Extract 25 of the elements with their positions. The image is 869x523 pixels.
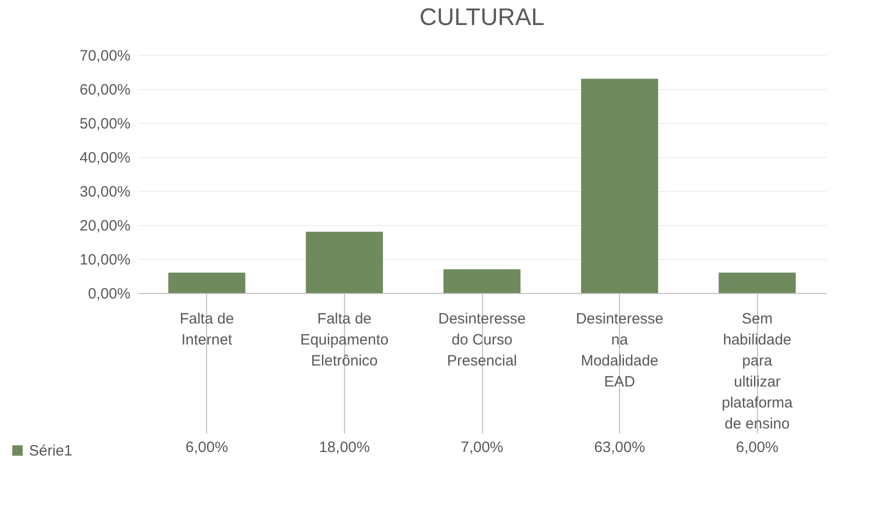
data-label: 6,00% xyxy=(736,439,778,456)
y-tick-label: 0,00% xyxy=(88,286,130,302)
x-tick-label: Desinteresse na Modalidade EAD xyxy=(576,310,664,390)
x-tick-label: Falta de Equipamento Eletrônico xyxy=(300,310,389,370)
data-label: 7,00% xyxy=(460,439,504,456)
data-label: 18,00% xyxy=(318,439,370,456)
data-label: 63,00% xyxy=(594,439,646,456)
y-tick-label: 30,00% xyxy=(80,184,130,200)
y-tick-label: 70,00% xyxy=(80,48,130,64)
data-label: 6,00% xyxy=(186,439,228,456)
chart-title: CULTURAL xyxy=(420,4,544,31)
y-tick-label: 10,00% xyxy=(80,252,130,268)
x-tick-label: Falta de Internet xyxy=(180,310,234,348)
legend-label: Série1 xyxy=(29,442,72,460)
bar xyxy=(306,232,383,293)
y-tick-label: 60,00% xyxy=(80,82,130,98)
x-tick-label: Desinteresse do Curso Presencial xyxy=(438,310,526,370)
bar xyxy=(168,272,246,293)
y-tick-label: 20,00% xyxy=(80,218,130,234)
bar xyxy=(581,78,658,293)
bar xyxy=(718,272,796,293)
x-tick-label: Sem habilidade para ultilizar plataforma de ensino xyxy=(722,310,794,432)
bar xyxy=(443,269,521,293)
y-tick-label: 50,00% xyxy=(80,116,130,132)
y-tick-label: 40,00% xyxy=(80,150,130,166)
